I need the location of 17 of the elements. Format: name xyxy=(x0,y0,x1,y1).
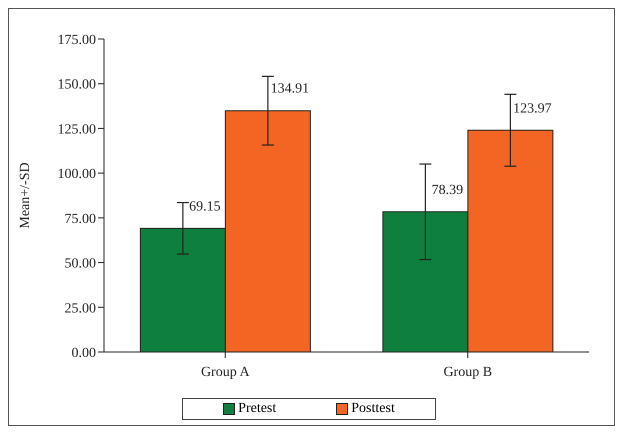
y-tick-label: 175.00 xyxy=(58,32,96,48)
y-tick-label: 100.00 xyxy=(58,167,96,182)
legend-label: Pretest xyxy=(237,401,276,417)
data-label: 78.39 xyxy=(432,182,464,198)
y-axis-title: Mean+/-SD xyxy=(18,162,33,229)
data-label: 123.97 xyxy=(513,101,552,116)
x-tick-label: Group B xyxy=(443,364,492,380)
x-tick-label: Group A xyxy=(200,364,250,380)
y-tick-label: 25.00 xyxy=(64,301,96,316)
y-tick-label: 125.00 xyxy=(58,122,96,138)
data-label: 69.15 xyxy=(189,199,221,214)
y-tick-label: 50.00 xyxy=(64,256,96,272)
data-label: 134.91 xyxy=(270,82,310,97)
y-tick-label: 150.00 xyxy=(58,78,96,93)
y-tick-label: 75.00 xyxy=(64,212,96,227)
legend-label: Posttest xyxy=(350,401,395,417)
y-tick-label: 0.00 xyxy=(72,346,96,361)
